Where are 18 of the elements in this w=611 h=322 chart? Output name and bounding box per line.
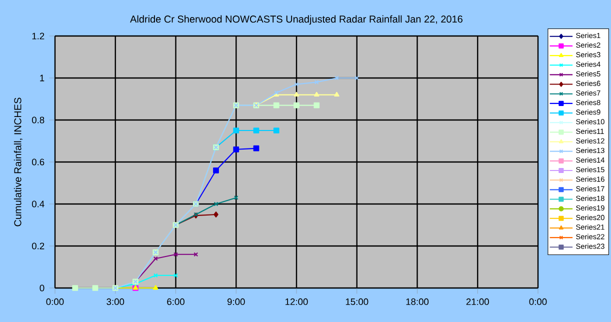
x-tick-label: 0:00: [529, 298, 547, 306]
chart-title: Aldride Cr Sherwood NOWCASTS Unadjusted Radar Rainfall Jan 22, 2016: [130, 15, 462, 25]
x-tick-label: 3:00: [106, 298, 124, 306]
x-tick-label: 18:00: [406, 298, 429, 306]
x-tick-label: 12:00: [286, 298, 308, 306]
y-tick-label: 0.4: [32, 200, 44, 208]
y-tick-label: 0.6: [32, 158, 44, 166]
y-tick-label: 0.2: [32, 242, 44, 250]
y-tick-label: 0.8: [32, 116, 44, 124]
y-tick-label: 1.2: [32, 32, 44, 40]
x-tick-label: 0:00: [46, 298, 64, 306]
y-tick-label: 0: [40, 284, 44, 292]
x-tick-label: 6:00: [167, 298, 184, 306]
x-tick-label: 21:00: [466, 298, 489, 306]
y-axis-title: Cumulative Rainfall, INCHES: [14, 98, 22, 226]
x-tick-label: 15:00: [346, 298, 368, 306]
x-tick-label: 9:00: [227, 298, 245, 306]
y-tick-label: 1: [40, 74, 44, 82]
